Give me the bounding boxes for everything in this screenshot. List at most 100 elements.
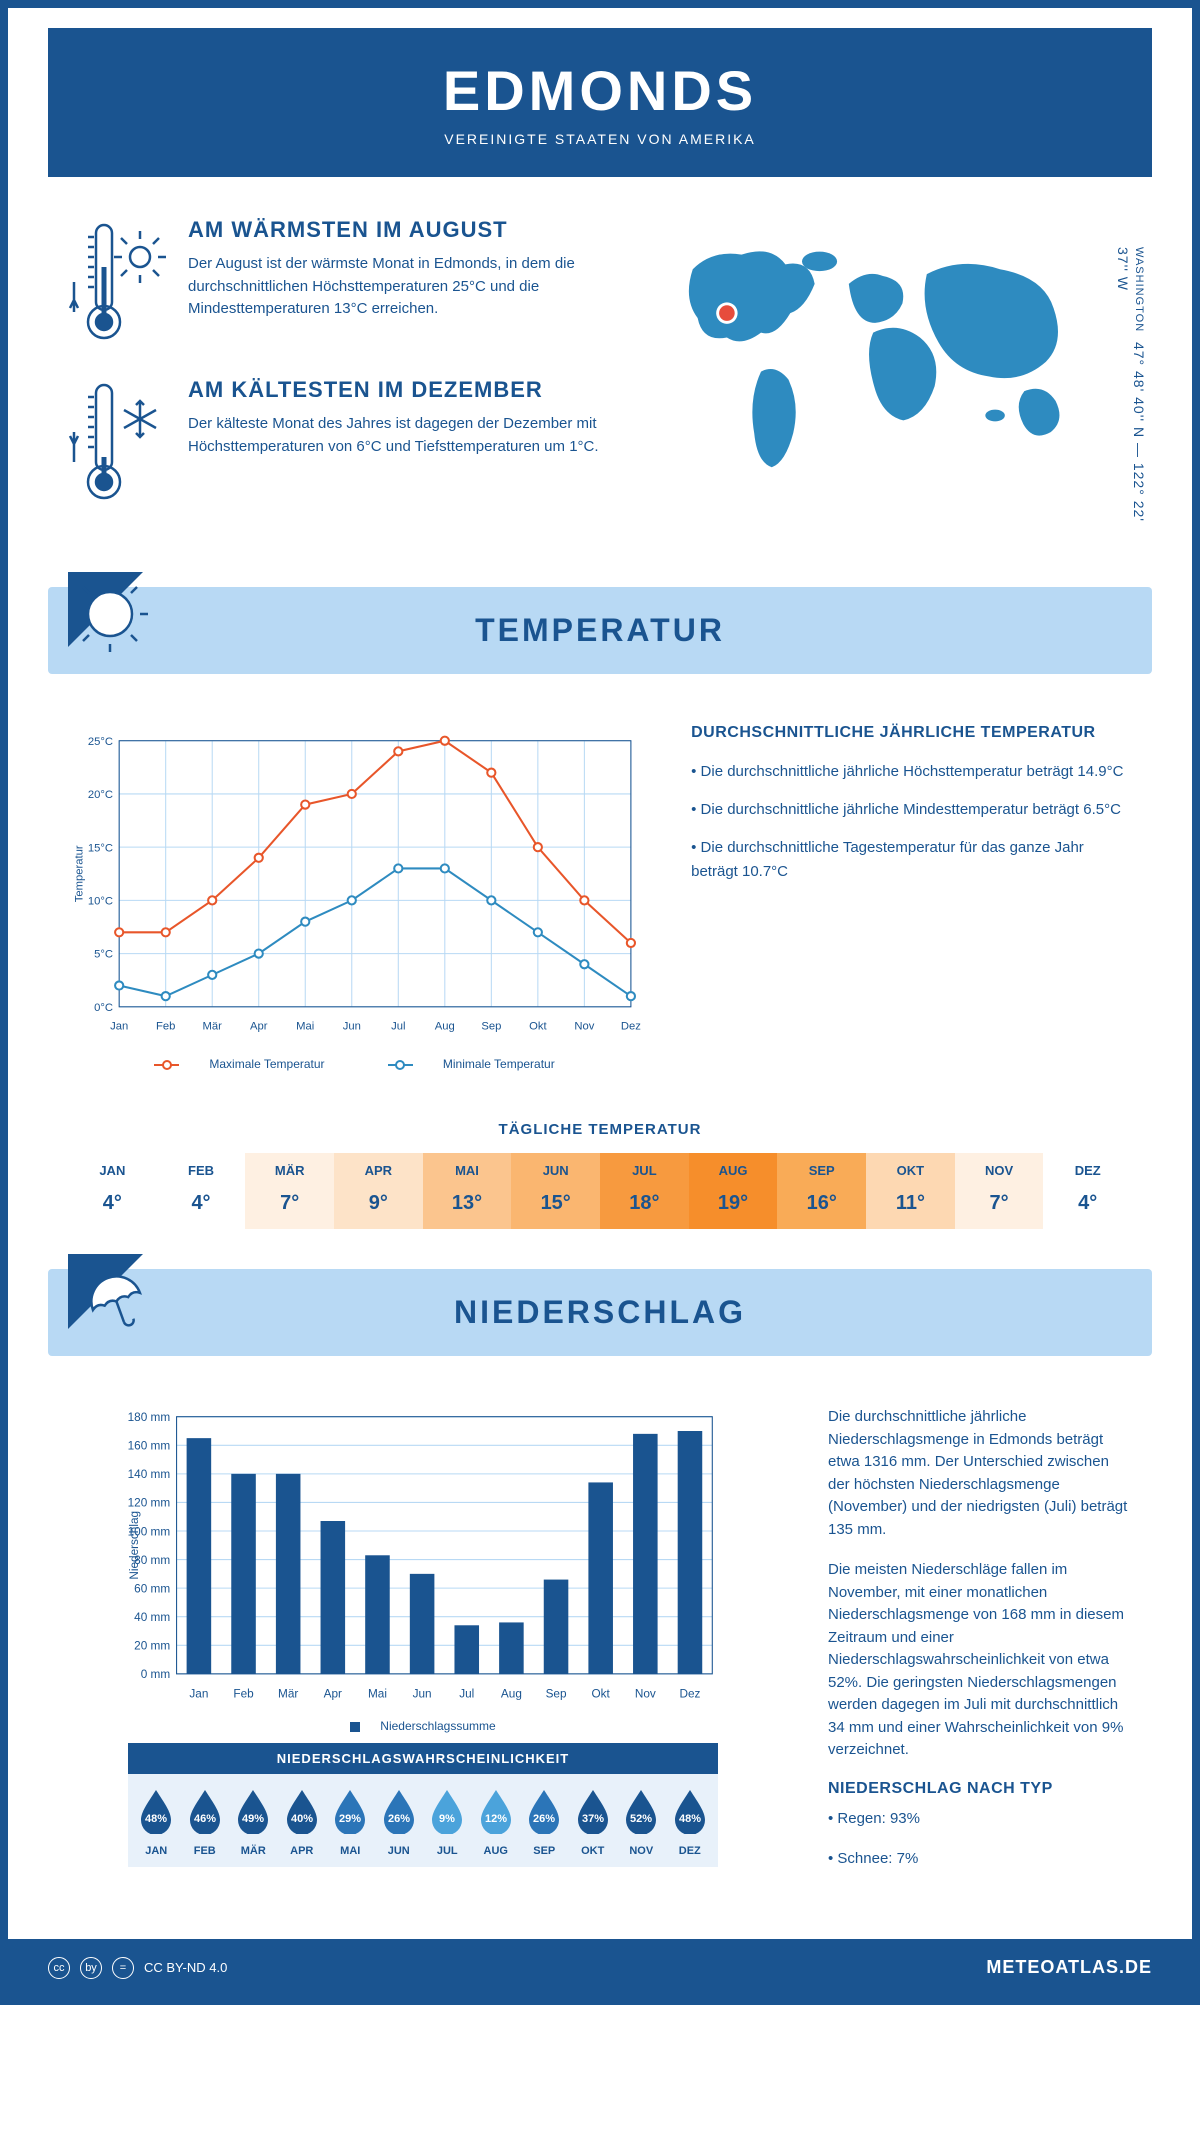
raindrop-icon: 52% — [622, 1786, 660, 1834]
daily-temp-cell: MÄR7° — [245, 1153, 334, 1229]
svg-text:60 mm: 60 mm — [134, 1582, 170, 1595]
precip-type-bullet: • Schnee: 7% — [828, 1848, 1132, 1871]
precipitation-bar-chart: 0 mm20 mm40 mm60 mm80 mm100 mm120 mm140 … — [68, 1406, 778, 1706]
prob-cell: 49% MÄR — [229, 1786, 278, 1857]
svg-text:Nov: Nov — [574, 1020, 594, 1032]
precip-type-bullet: • Regen: 93% — [828, 1808, 1132, 1831]
svg-text:Jan: Jan — [189, 1687, 208, 1700]
location-marker-icon — [719, 305, 735, 321]
svg-text:Okt: Okt — [529, 1020, 547, 1032]
site-name: METEOATLAS.DE — [986, 1957, 1152, 1978]
prob-cell: 52% NOV — [617, 1786, 666, 1857]
svg-text:Jun: Jun — [413, 1687, 432, 1700]
svg-text:Jan: Jan — [110, 1020, 128, 1032]
svg-text:Sep: Sep — [546, 1687, 567, 1700]
daily-temp-cell: MAI13° — [423, 1153, 512, 1229]
raindrop-icon: 9% — [428, 1786, 466, 1834]
svg-text:Dez: Dez — [679, 1687, 700, 1700]
prob-cell: 40% APR — [278, 1786, 327, 1857]
prob-cell: 12% AUG — [472, 1786, 521, 1857]
prob-cell: 46% FEB — [181, 1786, 230, 1857]
svg-text:Mär: Mär — [203, 1020, 223, 1032]
cc-icon: cc — [48, 1957, 70, 1979]
svg-text:40 mm: 40 mm — [134, 1611, 170, 1624]
page-title: EDMONDS — [88, 58, 1112, 123]
svg-text:Nov: Nov — [635, 1687, 656, 1700]
svg-text:9%: 9% — [439, 1813, 455, 1825]
precipitation-probability: NIEDERSCHLAGSWAHRSCHEINLICHKEIT 48% JAN … — [128, 1743, 718, 1867]
daily-temp-table: JAN4°FEB4°MÄR7°APR9°MAI13°JUN15°JUL18°AU… — [68, 1153, 1132, 1229]
svg-text:Dez: Dez — [621, 1020, 641, 1032]
raindrop-icon: 48% — [137, 1786, 175, 1834]
svg-text:Okt: Okt — [592, 1687, 611, 1700]
svg-text:0 mm: 0 mm — [141, 1668, 171, 1681]
license-text: CC BY-ND 4.0 — [144, 1960, 227, 1975]
svg-text:Niederschlag: Niederschlag — [128, 1511, 141, 1580]
svg-text:40%: 40% — [291, 1813, 313, 1825]
avg-bullet: • Die durchschnittliche Tagestemperatur … — [691, 836, 1132, 884]
daily-temp-cell: JAN4° — [68, 1153, 157, 1229]
svg-text:Jul: Jul — [391, 1020, 405, 1032]
raindrop-icon: 26% — [525, 1786, 563, 1834]
svg-text:15°C: 15°C — [88, 842, 113, 854]
precip-type-title: NIEDERSCHLAG NACH TYP — [828, 1780, 1132, 1798]
svg-text:Aug: Aug — [501, 1687, 522, 1700]
svg-text:Jun: Jun — [343, 1020, 361, 1032]
prob-cell: 29% MAI — [326, 1786, 375, 1857]
svg-text:Temperatur: Temperatur — [73, 845, 85, 902]
svg-text:Feb: Feb — [233, 1687, 254, 1700]
section-title: TEMPERATUR — [88, 612, 1112, 649]
thermometer-hot-icon — [68, 217, 168, 347]
coldest-title: AM KÄLTESTEN IM DEZEMBER — [188, 377, 604, 403]
svg-text:Mär: Mär — [278, 1687, 298, 1700]
svg-text:Mai: Mai — [296, 1020, 314, 1032]
prob-cell: 26% SEP — [520, 1786, 569, 1857]
svg-text:26%: 26% — [388, 1813, 410, 1825]
daily-temp-cell: FEB4° — [157, 1153, 246, 1229]
raindrop-icon: 26% — [380, 1786, 418, 1834]
svg-text:29%: 29% — [339, 1813, 361, 1825]
prob-cell: 37% OKT — [569, 1786, 618, 1857]
svg-text:0°C: 0°C — [94, 1002, 113, 1014]
svg-text:Aug: Aug — [435, 1020, 455, 1032]
svg-text:120 mm: 120 mm — [128, 1497, 171, 1510]
daily-temp-cell: DEZ4° — [1043, 1153, 1132, 1229]
svg-text:5°C: 5°C — [94, 949, 113, 961]
chart-legend: Niederschlagssumme — [68, 1719, 778, 1733]
daily-temp-cell: AUG19° — [689, 1153, 778, 1229]
svg-text:20°C: 20°C — [88, 789, 113, 801]
daily-temp-cell: SEP16° — [777, 1153, 866, 1229]
svg-text:Apr: Apr — [324, 1687, 342, 1700]
svg-text:26%: 26% — [533, 1813, 555, 1825]
svg-text:Apr: Apr — [250, 1020, 268, 1032]
cc-nd-icon: = — [112, 1957, 134, 1979]
svg-text:46%: 46% — [194, 1813, 216, 1825]
temperature-chart-row: 0°C5°C10°C15°C20°C25°CJanFebMärAprMaiJun… — [8, 694, 1192, 1101]
infographic-page: EDMONDS VEREINIGTE STAATEN VON AMERIKA — [0, 0, 1200, 2005]
daily-temp-cell: JUL18° — [600, 1153, 689, 1229]
avg-bullet: • Die durchschnittliche jährliche Mindes… — [691, 798, 1132, 822]
raindrop-icon: 48% — [671, 1786, 709, 1834]
daily-temp-cell: OKT11° — [866, 1153, 955, 1229]
avg-temp-title: DURCHSCHNITTLICHE JÄHRLICHE TEMPERATUR — [691, 724, 1132, 742]
svg-text:49%: 49% — [242, 1813, 264, 1825]
daily-temp-cell: APR9° — [334, 1153, 423, 1229]
raindrop-icon: 46% — [186, 1786, 224, 1834]
precipitation-banner: NIEDERSCHLAG — [48, 1269, 1152, 1356]
prob-cell: 48% JAN — [132, 1786, 181, 1857]
world-map-icon — [644, 217, 1132, 497]
cc-by-icon: by — [80, 1957, 102, 1979]
svg-text:Mai: Mai — [368, 1687, 387, 1700]
section-title: NIEDERSCHLAG — [88, 1294, 1112, 1331]
svg-text:180 mm: 180 mm — [128, 1411, 171, 1424]
top-section: AM WÄRMSTEN IM AUGUST Der August ist der… — [8, 177, 1192, 567]
coldest-text: Der kälteste Monat des Jahres ist dagege… — [188, 413, 604, 458]
svg-text:Sep: Sep — [481, 1020, 501, 1032]
svg-text:25°C: 25°C — [88, 736, 113, 748]
precip-para: Die durchschnittliche jährliche Niedersc… — [828, 1406, 1132, 1541]
raindrop-icon: 12% — [477, 1786, 515, 1834]
thermometer-cold-icon — [68, 377, 168, 507]
svg-text:52%: 52% — [630, 1813, 652, 1825]
svg-text:Jul: Jul — [459, 1687, 474, 1700]
raindrop-icon: 37% — [574, 1786, 612, 1834]
